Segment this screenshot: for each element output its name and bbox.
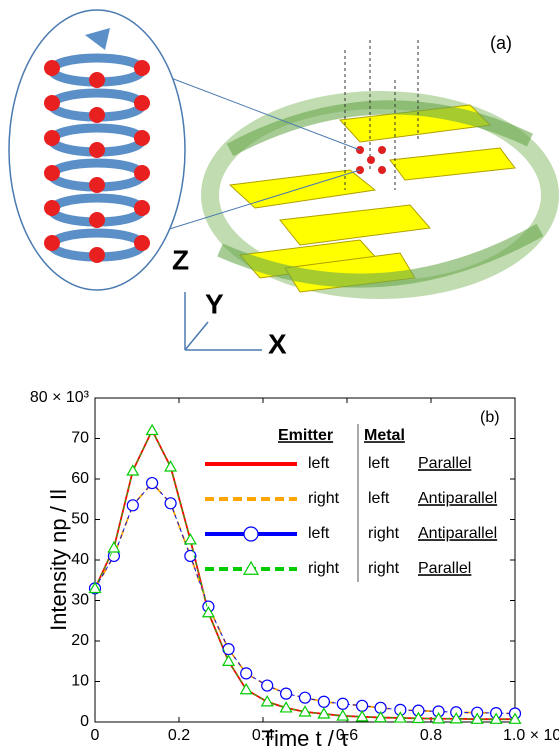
- green-arrow: [217, 223, 544, 288]
- marker: [201, 605, 215, 618]
- y-tick-label: 50: [71, 511, 89, 528]
- legend-metal: left: [368, 490, 390, 507]
- marker: [280, 687, 293, 700]
- panel-label: (a): [490, 33, 512, 53]
- guide-lines: [344, 40, 419, 190]
- legend-relation: Antiparallel: [418, 525, 497, 542]
- marker: [432, 712, 446, 724]
- x-tick-label: 0.8: [420, 727, 442, 744]
- marker: [88, 581, 102, 594]
- emitter-dots: [44, 60, 150, 263]
- marker: [239, 682, 253, 695]
- zoom-line: [149, 69, 361, 151]
- marker: [449, 712, 463, 724]
- axis-z: Z: [172, 244, 189, 275]
- helix-arrow: [85, 28, 110, 50]
- marker: [508, 712, 522, 724]
- y-tick-label: 0: [80, 713, 89, 730]
- marker: [260, 695, 274, 707]
- plate: [389, 147, 516, 181]
- y-tick-label: 40: [71, 551, 89, 568]
- legend-emitter: right: [308, 490, 340, 507]
- legend-header: Emitter: [278, 427, 333, 444]
- plate: [279, 204, 431, 246]
- marker: [298, 691, 312, 704]
- y-tick-label: 60: [71, 470, 89, 487]
- legend-relation: Parallel: [418, 455, 471, 472]
- marker: [411, 711, 425, 724]
- marker: [242, 560, 260, 575]
- marker: [145, 423, 159, 436]
- marker: [279, 701, 293, 713]
- legend-relation: Antiparallel: [418, 490, 497, 507]
- marker: [126, 464, 140, 476]
- marker: [146, 476, 159, 490]
- green-arrow: [226, 100, 533, 157]
- marker: [222, 654, 236, 666]
- marker: [374, 710, 388, 723]
- marker: [240, 667, 253, 680]
- marker: [317, 707, 331, 719]
- panel-label: (b): [480, 409, 500, 426]
- marker: [222, 642, 235, 656]
- legend-relation: Parallel: [418, 560, 471, 577]
- marker: [126, 499, 139, 512]
- green-arrow-ring: [201, 91, 559, 299]
- diagram: (a) Z Y X: [8, 9, 559, 359]
- x-tick-label: 0: [91, 727, 100, 744]
- legend-header: Metal: [364, 427, 405, 444]
- marker: [336, 709, 350, 721]
- x-tick-label: 0.4: [252, 727, 274, 744]
- chart: 0 10 20 30 40 50 60 70 80 × 10³ 0 0.2 0.4 0.6 0.8 1.0 …: [30, 389, 559, 749]
- marker: [336, 697, 349, 710]
- x-axis-title: Time t / τ: [261, 726, 349, 749]
- series-line: [94, 482, 516, 714]
- marker: [393, 711, 407, 723]
- marker: [107, 541, 121, 553]
- marker: [356, 699, 369, 712]
- marker: [355, 710, 369, 722]
- legend-emitter: right: [308, 560, 340, 577]
- marker: [489, 712, 503, 724]
- y-tick-label: 20: [71, 632, 89, 649]
- x-tick-label: 1.0 × 10⁻³: [503, 727, 559, 744]
- legend-metal: right: [368, 525, 400, 542]
- y-tick-label: 10: [71, 673, 89, 690]
- y-tick-label: 30: [71, 592, 89, 609]
- legend-emitter: left: [308, 525, 330, 542]
- marker: [261, 679, 274, 692]
- legend-metal: left: [368, 455, 390, 472]
- legend-emitter: left: [308, 455, 330, 472]
- y-tick-label: 70: [71, 430, 89, 447]
- plate: [228, 169, 377, 209]
- marker: [164, 460, 178, 472]
- axes-arrows: [184, 292, 262, 351]
- y-axis-title: Intensity np / Il: [46, 489, 71, 631]
- zoom-line: [149, 169, 361, 236]
- x-tick-label: 0.2: [168, 727, 190, 744]
- axis-x: X: [268, 328, 287, 359]
- axis-y: Y: [205, 288, 224, 319]
- marker: [164, 497, 177, 510]
- marker: [243, 526, 259, 542]
- marker: [317, 695, 330, 708]
- series-line: [94, 429, 515, 720]
- center-dots: [356, 146, 386, 174]
- marker: [298, 705, 312, 717]
- legend-metal: right: [368, 560, 400, 577]
- marker: [183, 533, 197, 545]
- x-tick-label: 0.6: [336, 727, 358, 744]
- marker: [184, 549, 197, 563]
- y-tick-label: 80 × 10³: [30, 389, 90, 406]
- series-line: [94, 481, 516, 715]
- marker: [470, 712, 484, 724]
